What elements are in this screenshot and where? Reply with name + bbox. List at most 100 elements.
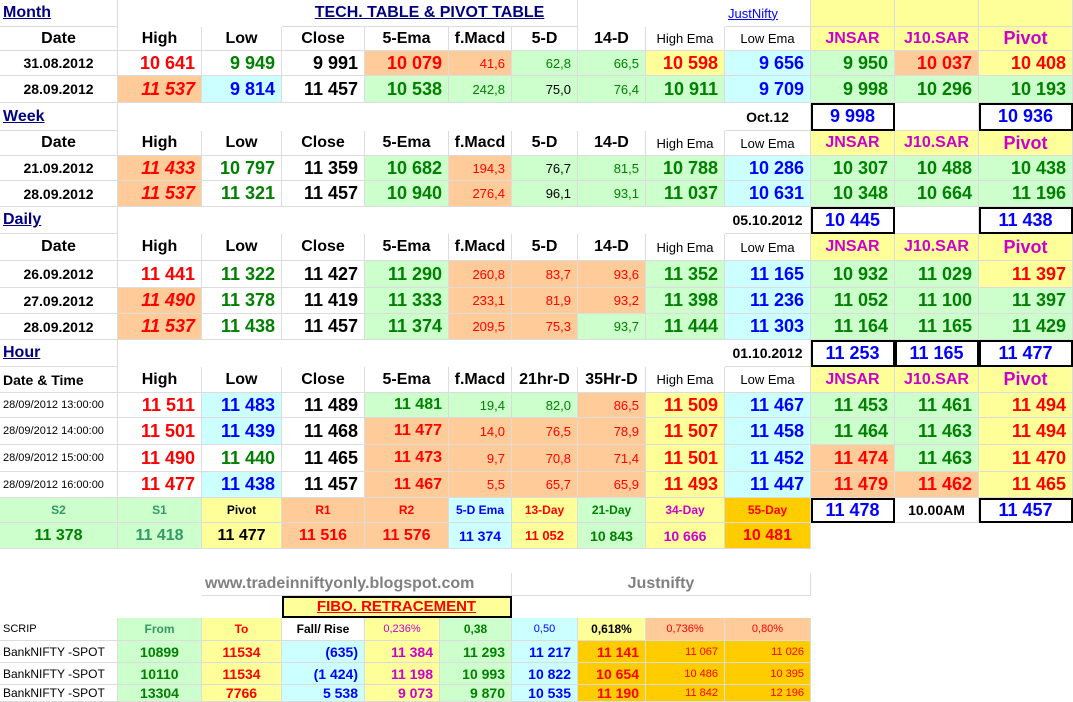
level-label-3: R1 [282,498,365,523]
daily-row-1-col-12: 11 397 [979,288,1073,314]
blank [895,0,979,27]
fibo-row-2-col-4: 9 073 [365,685,440,702]
section-week: Week [0,103,118,131]
daily-row-0-col-12: 11 397 [979,261,1073,288]
week-row-0-col-2: 10 797 [202,156,282,181]
week-row-0-col-11: 10 488 [895,156,979,181]
fibo-row-2-col-7: 11 190 [578,685,646,702]
daily-row-2-col-10: 11 164 [811,314,895,340]
week-row-1-col-9: 10 631 [725,181,811,207]
header-low_ema: Low Ema [725,131,811,156]
month-row-0-col-8: 10 598 [646,51,725,76]
fibo-row-2-col-9: 12 196 [725,685,811,702]
header-d5: 5-D [512,234,578,261]
hour-row-2-col-1: 11 490 [118,445,202,472]
header-fmacd: f.Macd [449,234,512,261]
daily-row-0-col-11: 11 029 [895,261,979,288]
month-row-1-col-11: 10 296 [895,76,979,103]
header-pivot: Pivot [979,27,1073,51]
month-row-1-col-7: 76,4 [578,76,646,103]
fibo-row-2-col-5: 9 870 [440,685,512,702]
hour-row-1-col-4: 11 477 [365,418,449,445]
fibo-header-1: From [118,618,202,641]
week-row-0-col-12: 10 438 [979,156,1073,181]
level-value-4: 11 576 [365,523,449,549]
week-row-0-col-0: 21.09.2012 [0,156,118,181]
hour-row-1-col-12: 11 494 [979,418,1073,445]
daily-row-1-col-0: 27.09.2012 [0,288,118,314]
hour-row-3-col-11: 11 462 [895,472,979,498]
month-row-1-col-8: 10 911 [646,76,725,103]
website-text: www.tradeinniftyonly.blogspot.com [202,573,512,596]
daily-row-0-col-9: 11 165 [725,261,811,288]
hour-row-2-col-12: 11 470 [979,445,1073,472]
fibo-row-0-col-6: 11 217 [512,641,578,663]
level-value-9: 10 481 [725,523,811,549]
month-summary-label: Oct.12 [725,103,811,131]
header-ema5: 5-Ema [365,27,449,51]
daily-row-1-col-10: 11 052 [811,288,895,314]
fibo-row-1-col-6: 10 822 [512,663,578,685]
fibo-row-0-col-3: (635) [282,641,365,663]
hour-header-high: High [118,367,202,393]
blank [895,103,979,131]
daily-row-1-col-5: 233,1 [449,288,512,314]
fibo-header-0: SCRIP [0,618,118,641]
daily-row-0-col-0: 26.09.2012 [0,261,118,288]
week-row-0-col-7: 81,5 [578,156,646,181]
week-row-1-col-4: 10 940 [365,181,449,207]
hour-row-3-col-1: 11 477 [118,472,202,498]
hour-header-pivot: Pivot [979,367,1073,393]
fibo-row-0-col-5: 11 293 [440,641,512,663]
daily-row-2-col-7: 93,7 [578,314,646,340]
month-row-1-col-1: 11 537 [118,76,202,103]
fibo-row-0-col-8: 11 067 [646,641,725,663]
level-value-8: 10 666 [646,523,725,549]
hour-row-2-col-9: 11 452 [725,445,811,472]
header-high_ema: High Ema [646,27,725,51]
hour-header-fmacd: f.Macd [449,367,512,393]
hour-row-1-col-8: 11 507 [646,418,725,445]
header-close: Close [282,234,365,261]
fibo-row-0-col-0: BankNIFTY -SPOT [0,641,118,663]
month-row-0-col-11: 10 037 [895,51,979,76]
hour-summary-time: 10.00AM [895,498,979,523]
header-date: Date [0,131,118,156]
header-close: Close [282,27,365,51]
daily-row-1-col-2: 11 378 [202,288,282,314]
hour-header-j10sar: J10.SAR [895,367,979,393]
month-row-1-col-4: 10 538 [365,76,449,103]
level-label-4: R2 [365,498,449,523]
header-fmacd: f.Macd [449,27,512,51]
hour-row-3-col-3: 11 457 [282,472,365,498]
daily-row-0-col-1: 11 441 [118,261,202,288]
level-value-0: 11 378 [0,523,118,549]
week-row-1-col-3: 11 457 [282,181,365,207]
header-j10sar: J10.SAR [895,27,979,51]
level-label-5: 5-D Ema [449,498,512,523]
header-high: High [118,234,202,261]
month-row-0-col-4: 10 079 [365,51,449,76]
week-row-1-col-11: 10 664 [895,181,979,207]
hour-summary-jnsar: 11 478 [811,498,895,523]
daily-row-2-col-0: 28.09.2012 [0,314,118,340]
week-row-0-col-5: 194,3 [449,156,512,181]
fibo-header-6: 0,50 [512,618,578,641]
month-row-0-col-3: 9 991 [282,51,365,76]
hour-row-1-col-1: 11 501 [118,418,202,445]
fibo-row-2-col-6: 10 535 [512,685,578,702]
hour-row-1-col-7: 78,9 [578,418,646,445]
hour-header-low: Low [202,367,282,393]
header-pivot: Pivot [979,234,1073,261]
fibo-row-1-col-8: 10 486 [646,663,725,685]
level-value-5: 11 374 [449,523,512,549]
hour-header-high_ema: High Ema [646,367,725,393]
daily-row-0-col-2: 11 322 [202,261,282,288]
hour-row-0-col-9: 11 467 [725,393,811,418]
hour-row-3-col-6: 65,7 [512,472,578,498]
daily-row-1-col-11: 11 100 [895,288,979,314]
level-label-0: S2 [0,498,118,523]
month-row-1-col-3: 11 457 [282,76,365,103]
header-d5: 5-D [512,27,578,51]
fibo-header-3: Fall/ Rise [282,618,365,641]
